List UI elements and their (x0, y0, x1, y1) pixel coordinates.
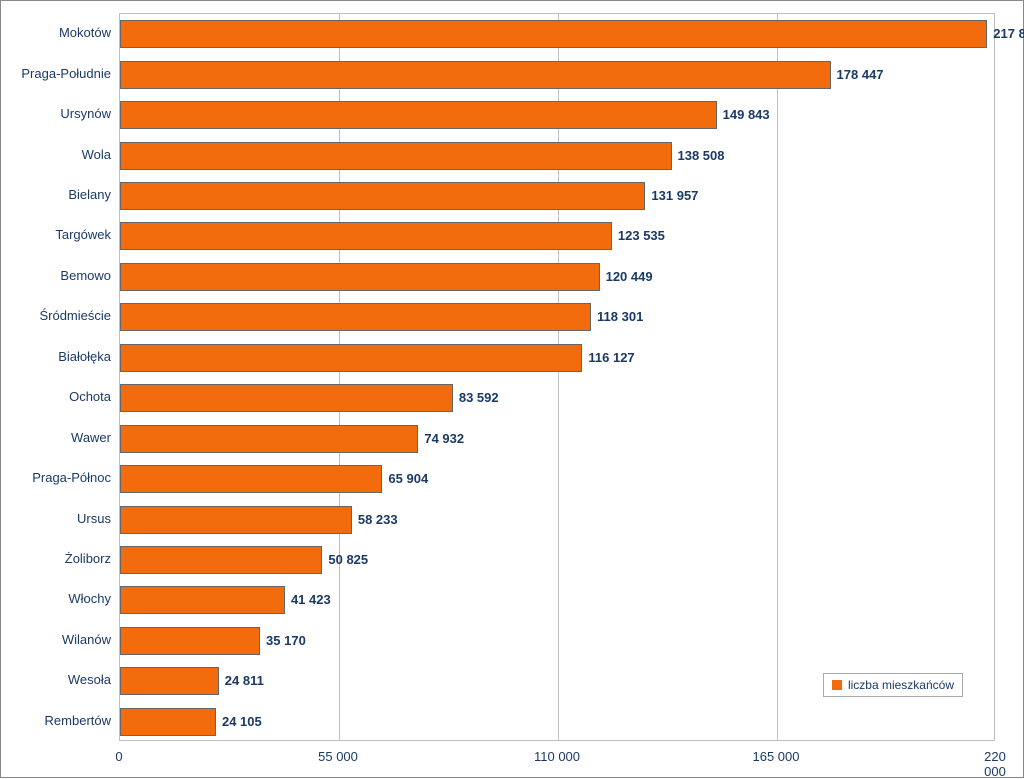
legend: liczba mieszkańców (823, 673, 963, 697)
bar-value-label: 41 423 (291, 592, 331, 607)
y-axis-label: Śródmieście (1, 308, 111, 323)
bar (120, 506, 352, 534)
bar-value-label: 120 449 (606, 269, 653, 284)
bar (120, 465, 382, 493)
bar-value-label: 178 447 (837, 67, 884, 82)
legend-swatch (832, 680, 842, 690)
bar (120, 344, 582, 372)
bar (120, 546, 322, 574)
bar (120, 586, 285, 614)
y-axis-label: Bemowo (1, 268, 111, 283)
chart-container: 217 815 178 447 149 843 138 508 131 957 123 5… (0, 0, 1024, 778)
bar-row: 118 301 (120, 297, 994, 337)
y-axis-label: Wesoła (1, 672, 111, 687)
bar (120, 61, 831, 89)
x-axis-label: 110 000 (534, 749, 580, 764)
x-axis-label: 220 000 (981, 749, 1009, 779)
y-axis-label: Białołęka (1, 349, 111, 364)
bar-row: 217 815 (120, 14, 994, 54)
bar-row: 50 825 (120, 540, 994, 580)
bar-row: 65 904 (120, 459, 994, 499)
bar (120, 101, 717, 129)
x-axis-label: 165 000 (753, 749, 800, 764)
bar (120, 667, 219, 695)
y-axis-label: Targówek (1, 227, 111, 242)
bar-value-label: 65 904 (388, 471, 428, 486)
bar-value-label: 83 592 (459, 390, 499, 405)
y-axis-label: Rembertów (1, 713, 111, 728)
bar-value-label: 24 811 (225, 673, 264, 688)
bar-value-label: 149 843 (723, 107, 770, 122)
bar-row: 178 447 (120, 54, 994, 94)
bar (120, 303, 591, 331)
bar-value-label: 116 127 (588, 350, 634, 365)
bar (120, 627, 260, 655)
y-axis-label: Wawer (1, 430, 111, 445)
bar (120, 142, 672, 170)
bar-value-label: 118 301 (597, 309, 643, 324)
bar-value-label: 131 957 (651, 188, 698, 203)
y-axis-label: Ursus (1, 511, 111, 526)
bar (120, 425, 418, 453)
bar-row: 149 843 (120, 95, 994, 135)
y-axis-label: Mokotów (1, 25, 111, 40)
x-axis-label: 55 000 (318, 749, 358, 764)
bar-row: 41 423 (120, 580, 994, 620)
bar-value-label: 123 535 (618, 228, 665, 243)
bar-row: 138 508 (120, 135, 994, 175)
bar-row: 131 957 (120, 176, 994, 216)
bar-row: 123 535 (120, 216, 994, 256)
y-axis-label: Włochy (1, 591, 111, 606)
bar-value-label: 24 105 (222, 714, 262, 729)
y-axis-label: Ochota (1, 389, 111, 404)
bar-row: 58 233 (120, 499, 994, 539)
bar (120, 222, 612, 250)
x-axis-label: 0 (115, 749, 122, 764)
bar-value-label: 217 815 (993, 26, 1024, 41)
bar-row: 116 127 (120, 338, 994, 378)
y-axis-label: Praga-Południe (1, 66, 111, 81)
bar-value-label: 138 508 (678, 148, 725, 163)
y-axis-label: Wola (1, 147, 111, 162)
bar-value-label: 58 233 (358, 512, 398, 527)
y-axis-label: Ursynów (1, 106, 111, 121)
bar (120, 182, 645, 210)
bar (120, 263, 600, 291)
bar-value-label: 74 932 (424, 431, 464, 446)
bar-row: 24 105 (120, 702, 994, 742)
bar-value-label: 35 170 (266, 633, 306, 648)
bar-value-label: 50 825 (328, 552, 368, 567)
bar (120, 20, 987, 48)
plot-area: 217 815 178 447 149 843 138 508 131 957 123 5… (119, 13, 995, 741)
bar-row: 83 592 (120, 378, 994, 418)
y-axis-label: Bielany (1, 187, 111, 202)
bar-row: 35 170 (120, 621, 994, 661)
y-axis-label: Wilanów (1, 632, 111, 647)
y-axis-label: Praga-Północ (1, 470, 111, 485)
legend-label: liczba mieszkańców (848, 678, 954, 692)
bar-row: 74 932 (120, 418, 994, 458)
bar (120, 384, 453, 412)
y-axis-label: Żoliborz (1, 551, 111, 566)
bar (120, 708, 216, 736)
bar-row: 120 449 (120, 257, 994, 297)
